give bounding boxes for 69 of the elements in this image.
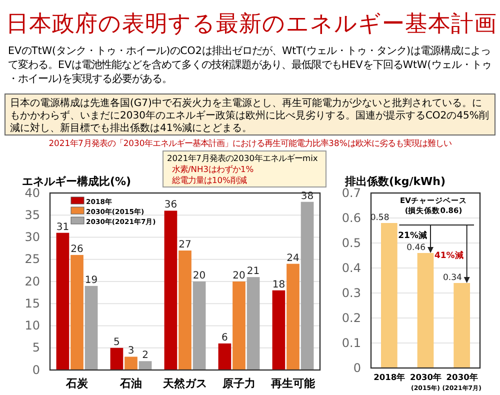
data-label: 6	[222, 332, 228, 344]
y-tick-label: 0.6	[342, 210, 361, 225]
bar	[70, 254, 84, 370]
y-tick-label: 0.1	[342, 336, 361, 350]
y-tick-label: 5	[32, 340, 40, 355]
y-axis-title: エネルギー構成比(%)	[22, 175, 132, 188]
data-label: 0.46	[406, 243, 426, 253]
data-label: 2	[142, 350, 148, 362]
bar	[178, 250, 192, 370]
y-tick-label: 25	[24, 252, 40, 266]
bar	[417, 253, 434, 368]
chart-title: 日本政府の表明する最新のエネルギー基本計画	[6, 11, 497, 37]
bar	[84, 286, 98, 370]
x-tick-label: 原子力	[222, 377, 256, 390]
annotation: 21%減	[398, 230, 428, 241]
y-tick-label: 0	[32, 362, 40, 377]
y-tick-label: 0	[353, 360, 361, 375]
x-tick-label: 2018年	[374, 372, 405, 382]
y-tick-label: 30	[24, 230, 40, 244]
x-tick-label: 再生可能	[270, 377, 316, 390]
y-tick-label: 0.3	[342, 286, 361, 300]
bar	[56, 232, 70, 370]
bar	[454, 283, 470, 368]
data-label: 24	[286, 252, 300, 264]
bar	[192, 282, 206, 370]
y-tick-label: 0.4	[342, 260, 361, 275]
text: 日本の電源構成は先進各国(G7)中で石炭火力を主電源とし、再生可能電力が少ないと批判されている。にもかかわらず、いまだに2030年のエネルギー政策は欧州に比べ見劣りする。国連が提示するCO2の45%削減に対し、新目標でも排出係数は41%減にとどまる。	[10, 97, 489, 134]
bar	[232, 282, 246, 370]
text: 2021年7月発表の2030年エネルギーmix	[167, 153, 318, 163]
x-tick-label: 天然ガス	[162, 377, 207, 390]
y-tick-label: 0.5	[342, 236, 361, 250]
bar	[300, 202, 314, 370]
y-tick-label: 15	[24, 296, 40, 310]
y-tick-label: 20	[24, 274, 40, 288]
bar	[138, 361, 152, 370]
data-label: 31	[56, 222, 70, 233]
bar	[380, 223, 398, 368]
y-tick-label: 0.2	[342, 310, 361, 325]
bar	[272, 290, 286, 370]
text: 2021年7月発表の「2030年エネルギー基本計画」における再生可能電力比率38%は欧米に劣るも実現は難しい	[48, 138, 452, 148]
y-tick-label: 0.7	[342, 186, 361, 200]
data-label: 3	[128, 346, 134, 357]
y-tick-label: 35	[24, 208, 40, 222]
data-label: 0.34	[442, 273, 462, 283]
data-label: 21	[246, 266, 260, 278]
bar	[164, 210, 178, 370]
x-tick-label: 石油	[119, 377, 142, 390]
text: EVのTtW(タンク・トゥ・ホイール)のCO2は排出ゼロだが、WtT(ウェル・トゥ・タンク)は電源構成によって変わる。EVは電池性能などを含めて多くの技術課題があり、最低限でもHEVを下回るWtW(ウェル・トゥ・ホイール)を実現する必要がある。	[8, 45, 492, 85]
data-label: 5	[114, 336, 120, 348]
text: 水素/NH3はわずか1% 総電力量は10%削減	[171, 164, 254, 185]
data-label: 20	[232, 270, 246, 282]
bar	[246, 277, 260, 370]
bar	[218, 343, 232, 370]
data-label: 19	[84, 274, 98, 286]
data-label: 36	[164, 200, 178, 211]
data-label: 27	[178, 240, 192, 251]
x-tick-label: 2030年 (2015年)	[410, 372, 442, 392]
bar	[124, 356, 138, 370]
bar	[286, 264, 300, 370]
x-tick-label: 石炭	[65, 377, 89, 390]
y-tick-label: 40	[24, 186, 40, 200]
data-label: 26	[70, 244, 84, 255]
data-label: 20	[192, 270, 206, 282]
annotation: 41%減	[434, 250, 464, 261]
y-tick-label: 10	[24, 318, 40, 333]
bar	[110, 348, 124, 370]
x-tick-label: 2030年 (2021年7月)	[442, 372, 482, 392]
y-axis-title: 排出係数(kg/kWh)	[344, 175, 446, 188]
data-label: 18	[272, 279, 286, 290]
